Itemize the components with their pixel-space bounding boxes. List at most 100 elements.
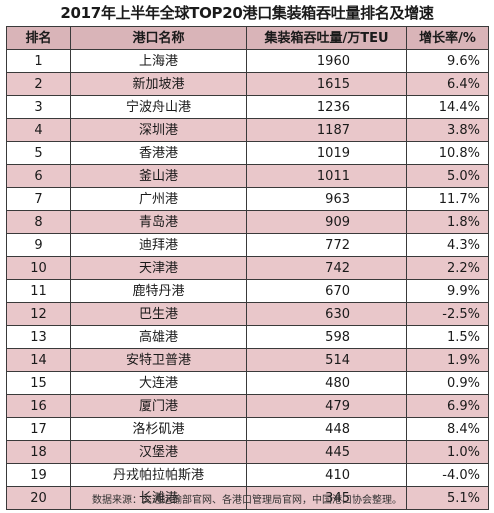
teu-cell: 1011 (246, 164, 407, 188)
source-note: 数据来源：交通运输部官网、各港口管理局官网，中国港口协会整理。 (92, 495, 402, 506)
teu-cell: 480 (246, 371, 407, 395)
port-name-cell: 上海港 (70, 49, 247, 73)
table-row: 11 鹿特丹港 670 9.9% (6, 279, 489, 303)
growth-rate-cell: 3.8% (406, 118, 489, 142)
port-name-cell: 香港港 (70, 141, 247, 165)
growth-rate-cell: 4.3% (406, 233, 489, 257)
table-row: 5 香港港 1019 10.8% (6, 141, 489, 165)
teu-cell: 1187 (246, 118, 407, 142)
rank-cell: 20 (6, 486, 71, 510)
table-row: 16 厦门港 479 6.9% (6, 394, 489, 418)
teu-cell: 479 (246, 394, 407, 418)
port-name-cell: 鹿特丹港 (70, 279, 247, 303)
table-row: 6 釜山港 1011 5.0% (6, 164, 489, 188)
growth-rate-cell: 5.0% (406, 164, 489, 188)
port-name-cell: 高雄港 (70, 325, 247, 349)
table-body: 1 上海港 1960 9.6% 2 新加坡港 1615 6.4% 3 宁波舟山港 1236 14.4%… (6, 49, 489, 510)
table-row: 19 丹戎帕拉帕斯港 410 -4.0% (6, 463, 489, 487)
table-row: 17 洛杉矶港 448 8.4% (6, 417, 489, 441)
growth-rate-cell: 11.7% (406, 187, 489, 211)
table-row: 13 高雄港 598 1.5% (6, 325, 489, 349)
growth-rate-cell: 2.2% (406, 256, 489, 280)
rank-cell: 17 (6, 417, 71, 441)
port-name-cell: 青岛港 (70, 210, 247, 234)
growth-rate-cell: -4.0% (406, 463, 489, 487)
teu-cell: 448 (246, 417, 407, 441)
port-name-cell: 新加坡港 (70, 72, 247, 96)
table-row: 2 新加坡港 1615 6.4% (6, 72, 489, 96)
rank-cell: 9 (6, 233, 71, 257)
rank-cell: 18 (6, 440, 71, 464)
table-row: 1 上海港 1960 9.6% (6, 49, 489, 73)
growth-rate-cell: 10.8% (406, 141, 489, 165)
rank-cell: 15 (6, 371, 71, 395)
growth-rate-cell: 5.1% (406, 486, 489, 510)
port-name-cell: 釜山港 (70, 164, 247, 188)
teu-cell: 410 (246, 463, 407, 487)
port-name-cell: 安特卫普港 (70, 348, 247, 372)
teu-cell: 445 (246, 440, 407, 464)
port-name-cell: 大连港 (70, 371, 247, 395)
growth-rate-cell: 9.9% (406, 279, 489, 303)
growth-rate-cell: -2.5% (406, 302, 489, 326)
rank-cell: 5 (6, 141, 71, 165)
growth-rate-cell: 1.8% (406, 210, 489, 234)
rank-cell: 19 (6, 463, 71, 487)
teu-cell: 1615 (246, 72, 407, 96)
teu-cell: 742 (246, 256, 407, 280)
teu-cell: 1960 (246, 49, 407, 73)
teu-cell: 909 (246, 210, 407, 234)
teu-cell: 772 (246, 233, 407, 257)
rank-cell: 10 (6, 256, 71, 280)
rank-cell: 2 (6, 72, 71, 96)
growth-rate-cell: 8.4% (406, 417, 489, 441)
growth-rate-cell: 1.5% (406, 325, 489, 349)
teu-cell: 598 (246, 325, 407, 349)
growth-rate-cell: 9.6% (406, 49, 489, 73)
header-teu: 集装箱吞吐量/万TEU (246, 26, 407, 50)
teu-cell: 345 (246, 486, 407, 510)
table-row: 18 汉堡港 445 1.0% (6, 440, 489, 464)
header-row: 排名 港口名称 集装箱吞吐量/万TEU 增长率/% (6, 26, 489, 50)
port-name-cell: 长滩港 (70, 486, 247, 510)
table-row: 9 迪拜港 772 4.3% (6, 233, 489, 257)
table-row: 8 青岛港 909 1.8% (6, 210, 489, 234)
teu-cell: 1236 (246, 95, 407, 119)
growth-rate-cell: 6.9% (406, 394, 489, 418)
port-name-cell: 宁波舟山港 (70, 95, 247, 119)
teu-cell: 963 (246, 187, 407, 211)
rank-cell: 13 (6, 325, 71, 349)
teu-cell: 1019 (246, 141, 407, 165)
rank-cell: 7 (6, 187, 71, 211)
table-row: 12 巴生港 630 -2.5% (6, 302, 489, 326)
table-row: 3 宁波舟山港 1236 14.4% (6, 95, 489, 119)
table-row: 7 广州港 963 11.7% (6, 187, 489, 211)
rank-cell: 16 (6, 394, 71, 418)
growth-rate-cell: 1.0% (406, 440, 489, 464)
table-row: 20 长滩港 345 5.1% (6, 486, 489, 510)
table-row: 10 天津港 742 2.2% (6, 256, 489, 280)
port-name-cell: 巴生港 (70, 302, 247, 326)
rank-cell: 4 (6, 118, 71, 142)
rank-cell: 6 (6, 164, 71, 188)
port-name-cell: 天津港 (70, 256, 247, 280)
growth-rate-cell: 14.4% (406, 95, 489, 119)
table-row: 14 安特卫普港 514 1.9% (6, 348, 489, 372)
rank-cell: 12 (6, 302, 71, 326)
table-row: 15 大连港 480 0.9% (6, 371, 489, 395)
header-port: 港口名称 (70, 26, 247, 50)
port-name-cell: 厦门港 (70, 394, 247, 418)
port-name-cell: 洛杉矶港 (70, 417, 247, 441)
growth-rate-cell: 1.9% (406, 348, 489, 372)
rank-cell: 14 (6, 348, 71, 372)
growth-rate-cell: 0.9% (406, 371, 489, 395)
table-title: 2017年上半年全球TOP20港口集装箱吞吐量排名及增速 (60, 4, 434, 22)
teu-cell: 514 (246, 348, 407, 372)
teu-cell: 630 (246, 302, 407, 326)
table-row: 4 深圳港 1187 3.8% (6, 118, 489, 142)
teu-cell: 670 (246, 279, 407, 303)
port-name-cell: 深圳港 (70, 118, 247, 142)
port-name-cell: 迪拜港 (70, 233, 247, 257)
port-name-cell: 丹戎帕拉帕斯港 (70, 463, 247, 487)
port-name-cell: 汉堡港 (70, 440, 247, 464)
